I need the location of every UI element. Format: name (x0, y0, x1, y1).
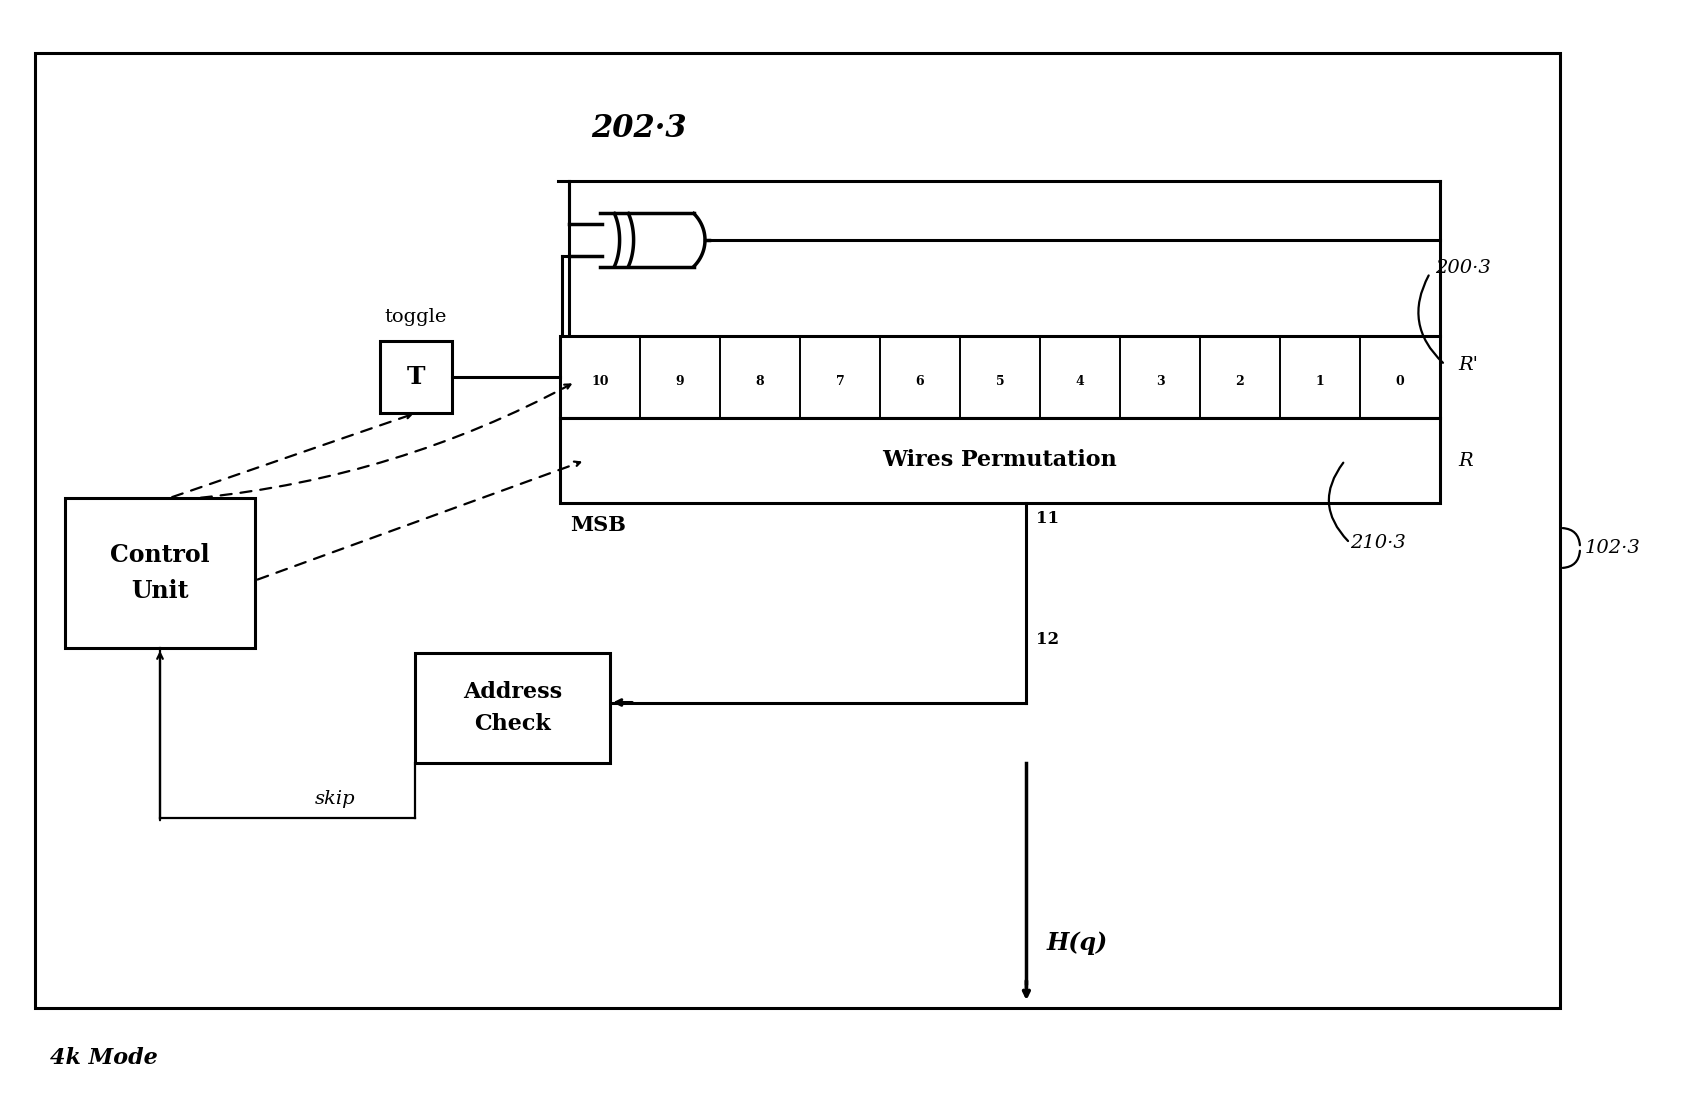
Text: 210·3: 210·3 (1349, 534, 1405, 552)
Text: 3: 3 (1156, 374, 1164, 388)
Text: 11: 11 (1036, 509, 1059, 527)
Text: 1: 1 (1315, 374, 1324, 388)
Text: 202·3: 202·3 (590, 113, 686, 144)
Bar (380, 341, 453, 413)
Text: 6: 6 (915, 374, 924, 388)
Text: 9: 9 (676, 374, 685, 388)
Text: Address
Check: Address Check (463, 681, 563, 735)
Bar (36, 53, 1559, 1008)
Text: 4: 4 (1076, 374, 1085, 388)
Text: R: R (1458, 451, 1473, 470)
Text: skip: skip (315, 789, 356, 808)
Text: 102·3: 102·3 (1585, 539, 1641, 557)
Bar (559, 418, 1441, 503)
Text: 0: 0 (1395, 374, 1405, 388)
Text: T: T (407, 365, 425, 389)
Text: MSB: MSB (570, 515, 625, 535)
Text: Control
Unit: Control Unit (110, 544, 210, 603)
Bar (415, 653, 610, 763)
Bar (64, 498, 254, 648)
Text: 10: 10 (592, 374, 609, 388)
Text: 8: 8 (756, 374, 764, 388)
Text: 2: 2 (1236, 374, 1244, 388)
Text: 7: 7 (836, 374, 844, 388)
Bar (559, 336, 1441, 418)
Text: Wires Permutation: Wires Permutation (883, 449, 1117, 471)
Text: toggle: toggle (385, 309, 447, 326)
Text: H(q): H(q) (1046, 931, 1107, 955)
Text: R': R' (1458, 356, 1478, 373)
Text: 4k Mode: 4k Mode (49, 1047, 158, 1069)
Text: 5: 5 (995, 374, 1005, 388)
Text: 12: 12 (1036, 631, 1059, 648)
Text: 200·3: 200·3 (1436, 259, 1490, 277)
